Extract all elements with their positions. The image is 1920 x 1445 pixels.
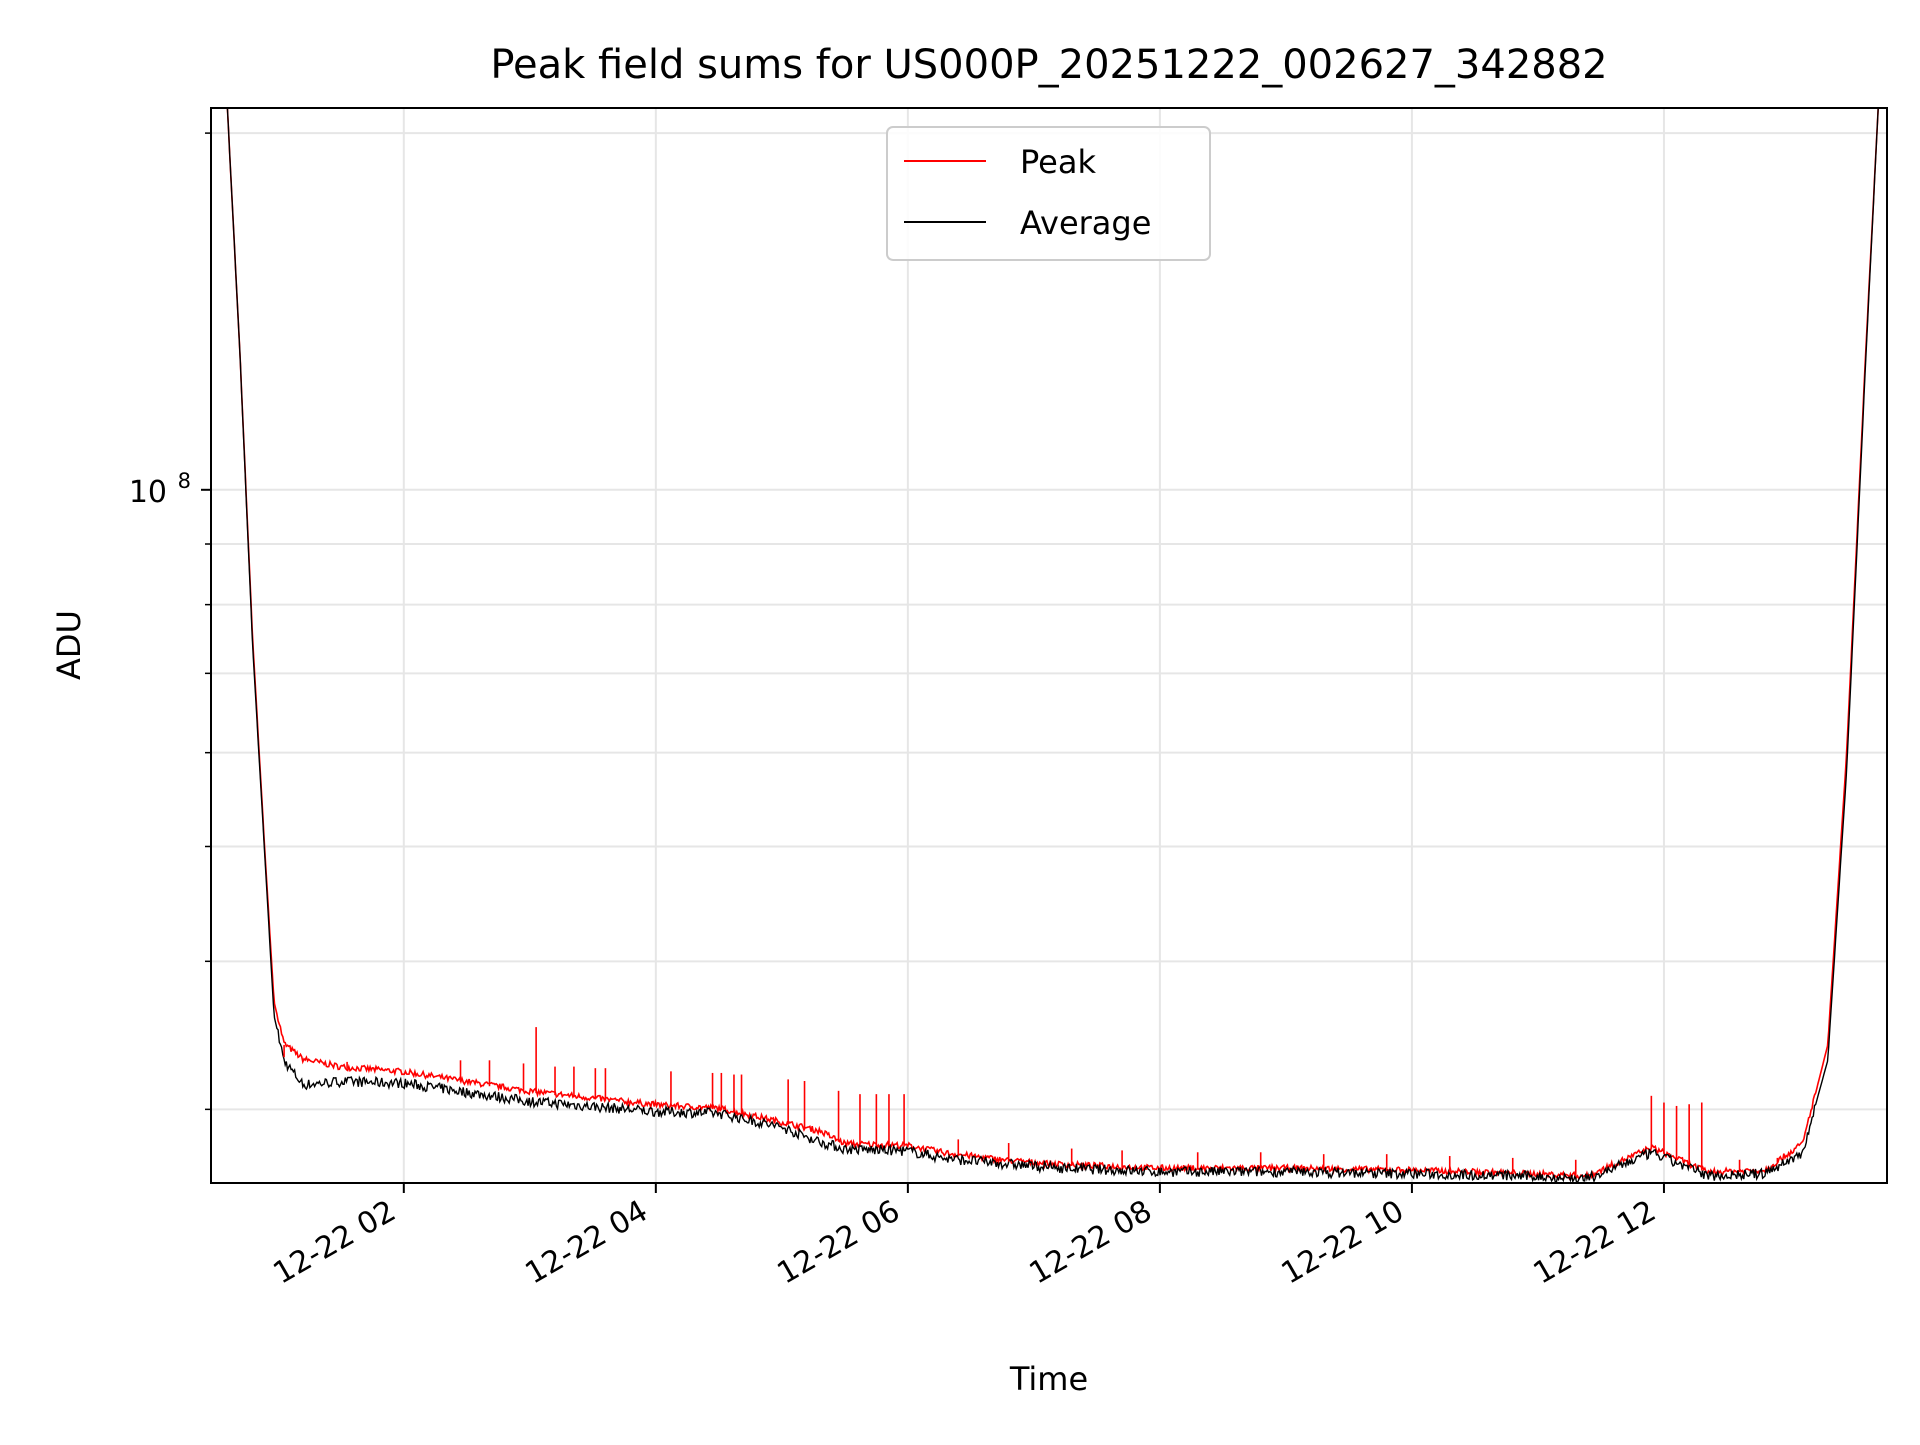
series-line-average xyxy=(226,108,1879,1183)
legend: Peak Average xyxy=(886,126,1211,261)
chart-title: Peak field sums for US000P_20251222_0026… xyxy=(490,42,1607,88)
legend-label-average: Average xyxy=(1020,204,1151,242)
series-layer xyxy=(226,108,1879,1183)
y-tick-label-base: 10 xyxy=(129,475,167,510)
legend-label-peak: Peak xyxy=(1020,143,1096,181)
plot-frame xyxy=(210,107,1888,1184)
y-tick-label: 10 xyxy=(129,475,167,510)
x-axis-label: Time xyxy=(1009,1360,1088,1398)
y-axis-label: ADU xyxy=(50,610,88,680)
y-tick-label-exponent: 8 xyxy=(178,469,191,493)
series-line-peak xyxy=(226,108,1879,1181)
